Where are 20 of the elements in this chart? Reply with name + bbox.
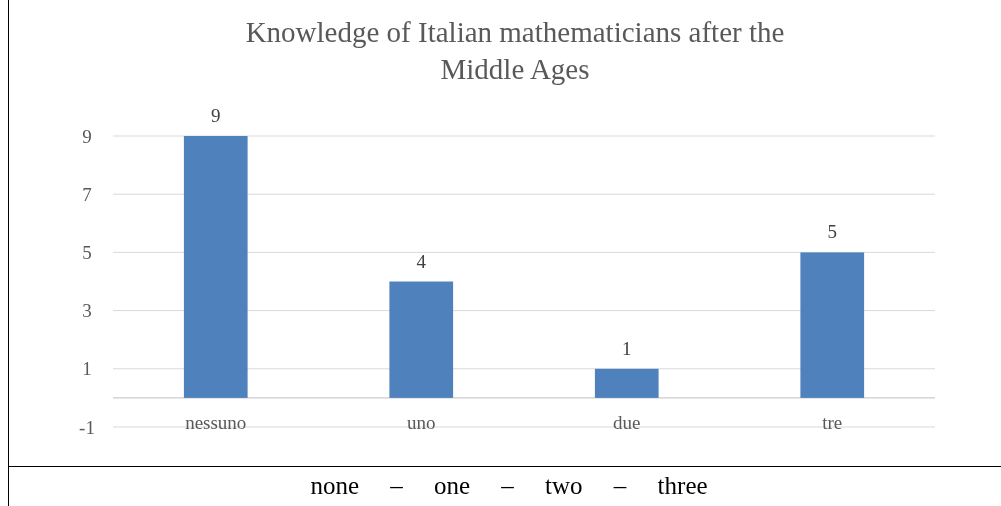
data-label: 4 — [416, 250, 427, 272]
x-tick-label: nessuno — [185, 411, 247, 433]
bar — [800, 252, 865, 398]
x-tick-label: tre — [822, 411, 843, 433]
y-tick-label: -1 — [79, 416, 95, 438]
x-tick-label: due — [613, 411, 641, 433]
y-tick-label: 1 — [82, 358, 92, 380]
text: none – one – two – three — [310, 472, 708, 499]
bar — [389, 281, 454, 398]
y-tick-label: 5 — [82, 242, 92, 264]
x-tick-label: uno — [407, 411, 436, 433]
y-tick-label: 7 — [82, 183, 92, 205]
data-label: 9 — [211, 105, 221, 126]
data-label: 5 — [827, 221, 837, 243]
y-tick-label: 9 — [82, 125, 92, 147]
bar — [594, 368, 659, 398]
chart-title: Knowledge of Italian mathematicians after the Middle Ages — [245, 16, 785, 85]
data-label: 1 — [622, 337, 632, 359]
y-tick-label: 3 — [82, 300, 92, 322]
bar — [183, 136, 248, 398]
